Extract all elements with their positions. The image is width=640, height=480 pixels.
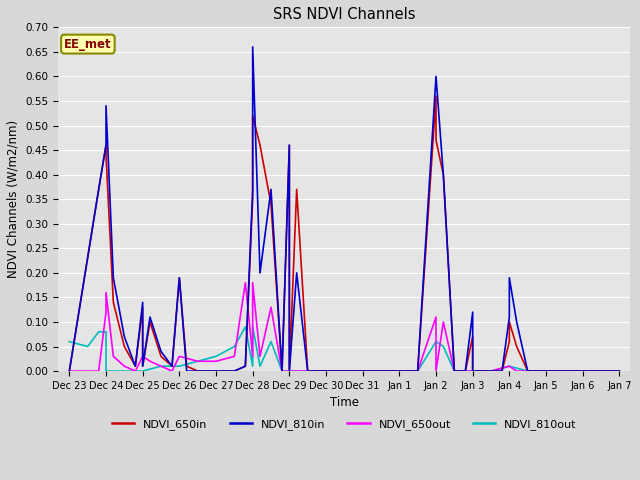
Title: SRS NDVI Channels: SRS NDVI Channels bbox=[273, 7, 415, 22]
Text: EE_met: EE_met bbox=[64, 37, 112, 50]
X-axis label: Time: Time bbox=[330, 396, 359, 409]
Y-axis label: NDVI Channels (W/m2/nm): NDVI Channels (W/m2/nm) bbox=[7, 120, 20, 278]
Legend: NDVI_650in, NDVI_810in, NDVI_650out, NDVI_810out: NDVI_650in, NDVI_810in, NDVI_650out, NDV… bbox=[108, 415, 581, 434]
